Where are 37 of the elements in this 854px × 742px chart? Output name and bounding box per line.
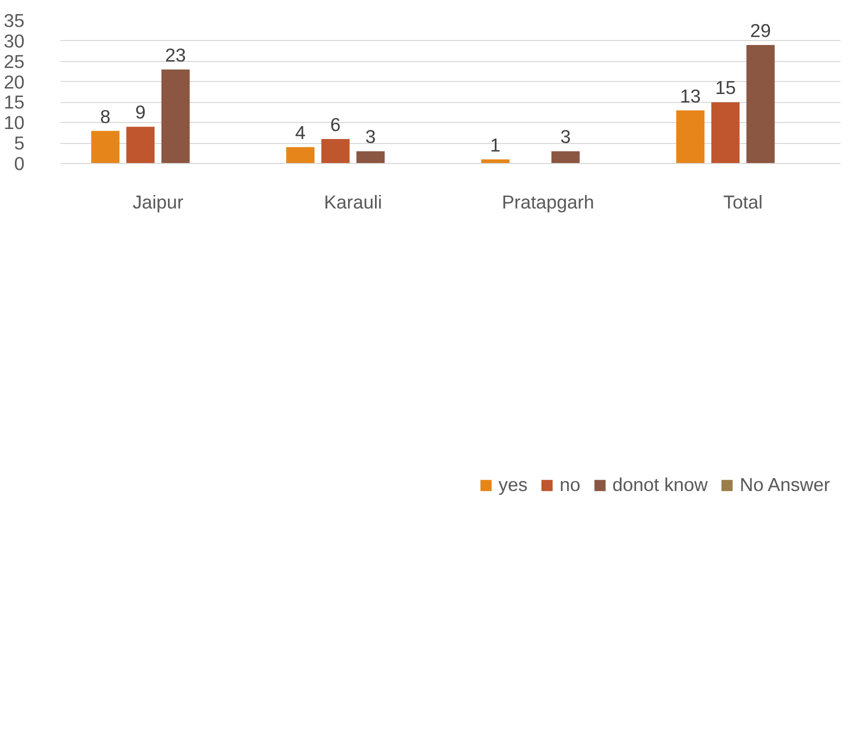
legend-label: donot know — [612, 474, 708, 496]
bar — [551, 151, 580, 164]
bar — [711, 102, 740, 164]
data-label: 29 — [750, 20, 771, 42]
y-tick-label: 25 — [4, 50, 25, 72]
bar — [321, 138, 350, 164]
x-tick-label: Pratapgarh — [502, 192, 594, 212]
bar — [286, 147, 314, 164]
x-tick-label: Karauli — [324, 192, 382, 212]
x-tick-label: Total — [723, 192, 763, 212]
data-label: 9 — [135, 102, 146, 123]
data-label: 3 — [560, 126, 571, 148]
bar — [161, 70, 190, 164]
bar — [746, 45, 775, 164]
legend-label: yes — [498, 474, 528, 496]
y-tick-label: 30 — [4, 30, 25, 52]
data-label: 3 — [365, 126, 376, 148]
data-label: 1 — [490, 134, 501, 156]
data-label: 6 — [330, 114, 341, 135]
data-label: 8 — [100, 106, 111, 127]
data-label: 13 — [680, 85, 701, 106]
legend-label: no — [560, 474, 580, 496]
data-label: 4 — [295, 122, 306, 144]
y-tick-label: 35 — [4, 10, 25, 31]
bar — [356, 151, 385, 164]
y-tick-label: 0 — [14, 153, 25, 174]
bar — [676, 110, 704, 164]
data-label: 15 — [715, 77, 736, 98]
legend-label: No Answer — [740, 474, 830, 496]
y-tick-label: 15 — [4, 92, 25, 113]
bar — [126, 126, 155, 164]
y-tick-label: 20 — [4, 71, 25, 92]
x-tick-label: Jaipur — [132, 192, 184, 212]
data-label: 23 — [165, 44, 186, 66]
y-tick-label: 5 — [14, 132, 25, 154]
bar — [91, 130, 120, 164]
y-tick-label: 10 — [4, 112, 25, 134]
